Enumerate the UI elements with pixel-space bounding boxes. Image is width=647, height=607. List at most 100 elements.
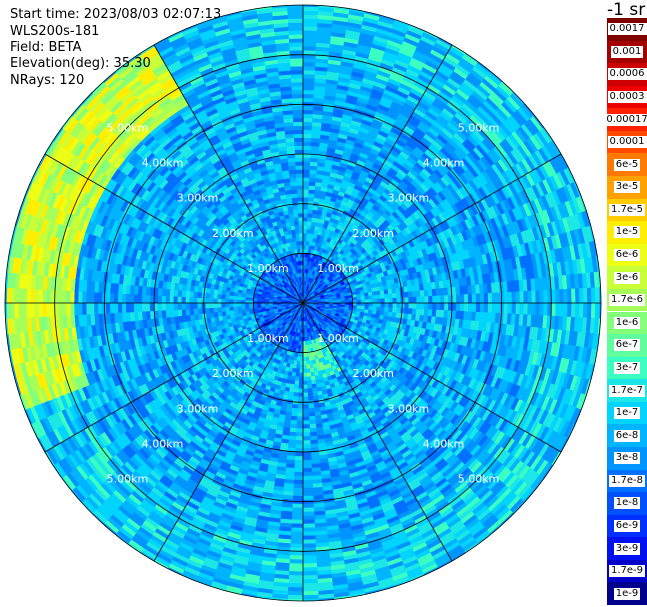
- data-cell: [294, 380, 300, 386]
- data-cell: [440, 295, 445, 304]
- data-cell: [307, 384, 313, 390]
- data-cell: [302, 65, 316, 71]
- data-cell: [302, 177, 310, 182]
- data-cell: [396, 307, 401, 314]
- data-cell: [302, 137, 312, 143]
- data-cell: [288, 567, 304, 572]
- data-cell: [368, 295, 374, 300]
- data-cell: [507, 291, 513, 304]
- data-cell: [306, 228, 311, 234]
- data-cell: [356, 302, 362, 307]
- data-cell: [293, 388, 299, 394]
- data-cell: [302, 22, 318, 27]
- data-cell: [290, 415, 298, 421]
- data-cell: [302, 594, 319, 600]
- data-cell: [511, 291, 517, 304]
- data-cell: [436, 302, 441, 311]
- data-cell: [388, 298, 394, 304]
- data-cell: [367, 291, 373, 297]
- data-cell: [302, 61, 316, 67]
- data-cell: [298, 384, 304, 390]
- data-cell: [305, 356, 310, 362]
- data-cell: [302, 45, 317, 51]
- data-cell: [432, 295, 437, 304]
- data-cell: [294, 463, 304, 469]
- data-cell: [471, 302, 477, 313]
- data-cell: [302, 216, 308, 222]
- data-cell: [423, 309, 429, 317]
- data-cell: [302, 523, 316, 529]
- data-cell: [590, 287, 596, 304]
- data-cell: [302, 18, 319, 24]
- data-cell: [444, 295, 449, 304]
- data-cell: [302, 352, 307, 358]
- data-cell: [535, 290, 541, 304]
- data-cell: [376, 298, 382, 304]
- data-cell: [571, 302, 576, 318]
- data-cell: [293, 471, 304, 477]
- data-cell: [309, 423, 317, 429]
- data-cell: [396, 297, 402, 304]
- data-cell: [295, 372, 300, 378]
- data-cell: [400, 297, 406, 304]
- data-cell: [306, 376, 312, 382]
- data-cell: [291, 515, 304, 521]
- data-cell: [302, 459, 312, 465]
- data-cell: [302, 41, 317, 47]
- data-cell: [302, 368, 307, 374]
- data-cell: [302, 356, 307, 362]
- data-cell: [289, 559, 304, 565]
- data-cell: [292, 503, 304, 509]
- data-cell: [302, 192, 309, 198]
- data-cell: [307, 209, 314, 214]
- data-cell: [302, 204, 309, 210]
- data-cell: [302, 49, 317, 55]
- data-cell: [495, 292, 501, 304]
- data-cell: [302, 244, 307, 250]
- data-cell: [302, 26, 318, 31]
- data-cell: [563, 288, 568, 304]
- data-cell: [307, 392, 314, 397]
- data-cell: [412, 296, 417, 304]
- data-cell: [368, 302, 374, 307]
- data-cell: [380, 294, 386, 300]
- data-cell: [299, 364, 304, 370]
- data-cell: [372, 306, 378, 311]
- data-cell: [384, 298, 390, 304]
- data-cell: [302, 105, 314, 111]
- data-cell: [575, 288, 580, 304]
- data-cell: [302, 400, 309, 406]
- data-cell: [507, 302, 513, 315]
- data-cell: [459, 294, 465, 304]
- data-cell: [515, 291, 521, 304]
- data-cell: [307, 388, 313, 394]
- data-cell: [431, 288, 437, 297]
- data-cell: [302, 555, 317, 561]
- data-cell: [287, 590, 304, 596]
- data-cell: [295, 428, 304, 433]
- data-cell: [408, 297, 414, 304]
- data-cell: [302, 452, 312, 457]
- data-cell: [420, 302, 425, 310]
- data-cell: [404, 302, 410, 309]
- data-cell: [360, 302, 366, 307]
- data-cell: [307, 396, 314, 401]
- data-cell: [302, 396, 309, 402]
- data-cell: [388, 307, 394, 313]
- data-cell: [515, 302, 521, 315]
- data-cell: [456, 294, 461, 304]
- data-cell: [364, 299, 370, 304]
- data-cell: [302, 232, 307, 238]
- data-cell: [308, 407, 315, 413]
- data-cell: [452, 302, 457, 312]
- data-cell: [302, 380, 308, 386]
- data-cell: [555, 302, 561, 317]
- data-cell: [491, 292, 497, 304]
- data-cell: [475, 302, 481, 313]
- data-cell: [302, 224, 308, 230]
- data-cell: [302, 157, 311, 162]
- data-cell: [575, 302, 580, 318]
- data-cell: [298, 376, 304, 382]
- data-cell: [294, 456, 304, 461]
- data-cell: [543, 289, 549, 304]
